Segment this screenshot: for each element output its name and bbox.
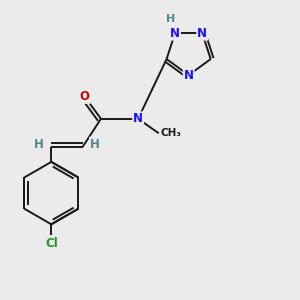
Text: H: H	[166, 14, 175, 24]
Text: N: N	[133, 112, 143, 125]
Text: N: N	[170, 27, 180, 40]
Text: H: H	[34, 138, 44, 151]
Text: O: O	[80, 90, 90, 103]
Text: N: N	[184, 69, 194, 82]
Text: CH₃: CH₃	[160, 128, 181, 138]
Text: Cl: Cl	[45, 237, 58, 250]
Text: N: N	[197, 27, 207, 40]
Text: H: H	[90, 138, 100, 151]
